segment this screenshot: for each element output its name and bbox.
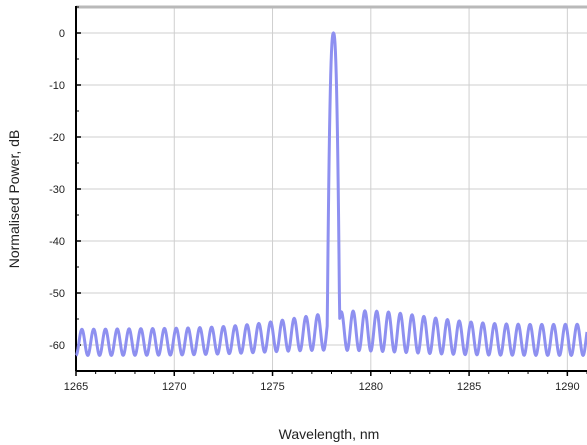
y-tick-label: -60 bbox=[49, 340, 65, 352]
x-tick-label: 1280 bbox=[359, 381, 383, 393]
axes-layer bbox=[75, 5, 587, 376]
labels-layer: 1265 1270 1275 1280 1285 1290 0 -10 -20 -30 -40 -50… bbox=[49, 28, 579, 393]
y-axis-title: Normalised Power, dB bbox=[6, 130, 22, 269]
x-tick-label: 1285 bbox=[457, 381, 481, 393]
x-axis-title: Wavelength, nm bbox=[279, 426, 380, 442]
y-tick-label: -50 bbox=[49, 288, 65, 300]
x-tick-label: 1290 bbox=[555, 381, 579, 393]
y-tick-label: 0 bbox=[59, 28, 65, 40]
x-tick-label: 1265 bbox=[64, 381, 88, 393]
spectrum-series-line bbox=[74, 31, 587, 357]
y-tick-label: -40 bbox=[49, 236, 65, 248]
y-tick-label: -10 bbox=[49, 80, 65, 92]
x-tick-label: 1275 bbox=[260, 381, 284, 393]
series-layer bbox=[74, 31, 587, 357]
y-tick-label: -30 bbox=[49, 184, 65, 196]
x-tick-label: 1270 bbox=[162, 381, 186, 393]
y-tick-label: -20 bbox=[49, 132, 65, 144]
